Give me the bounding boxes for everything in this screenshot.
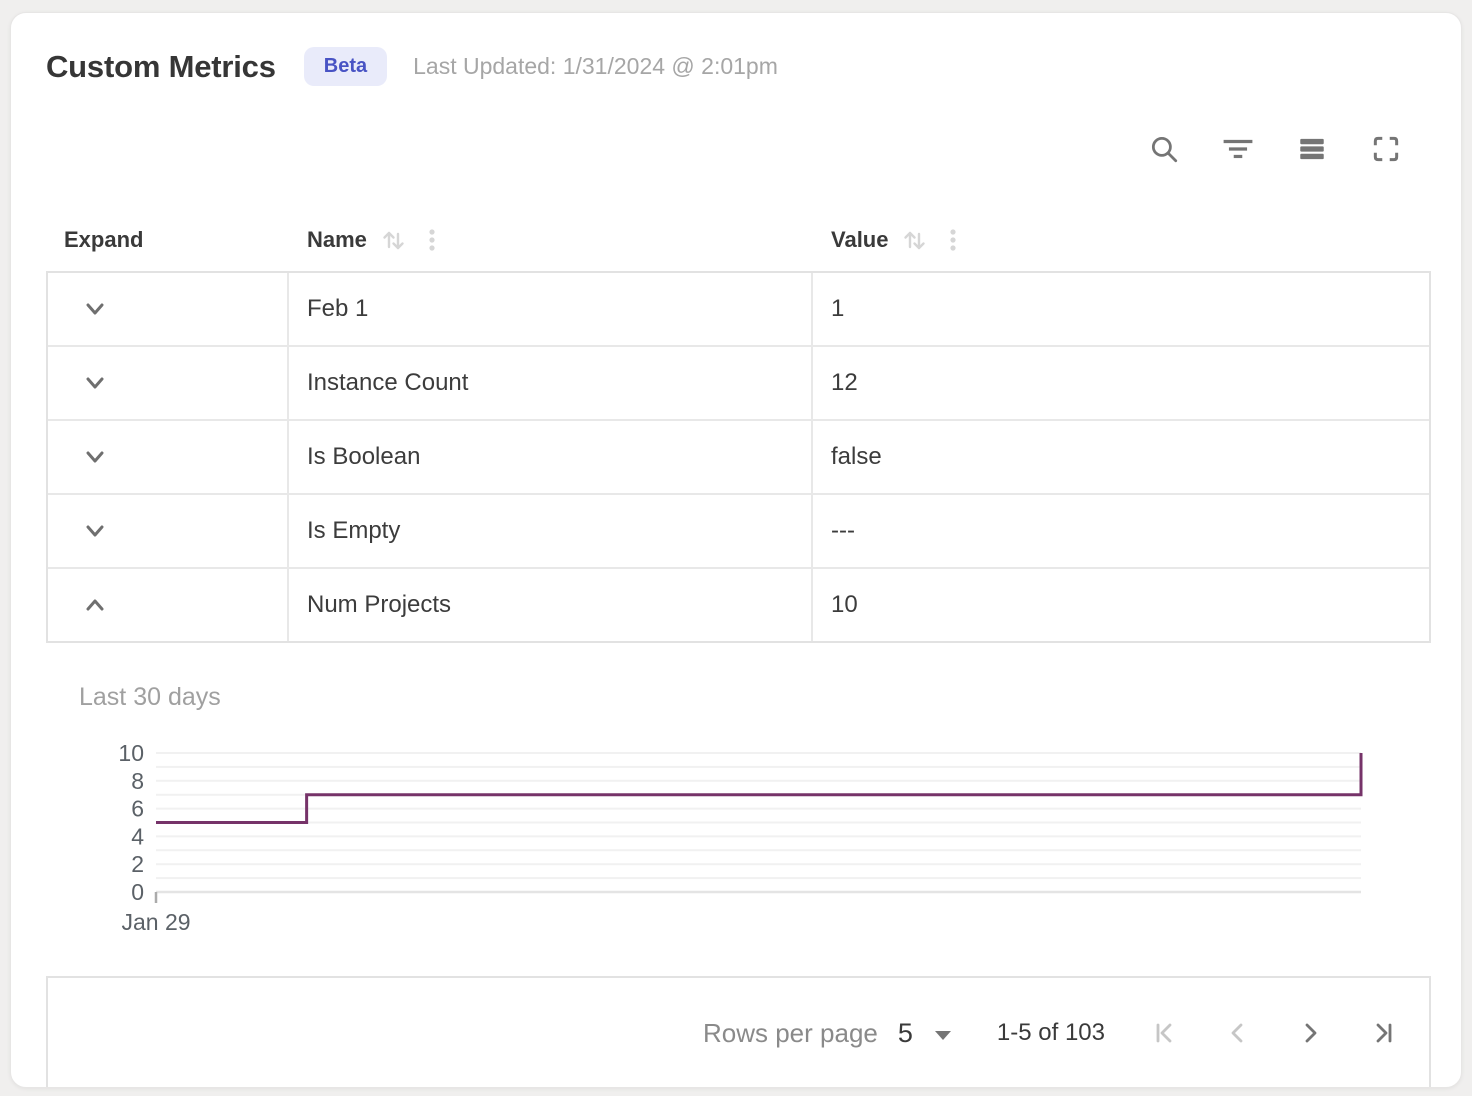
name-cell: Feb 1 xyxy=(289,273,813,345)
rows-per-page-value: 5 xyxy=(897,1017,913,1048)
beta-badge: Beta xyxy=(303,47,388,86)
density-icon xyxy=(1300,138,1324,160)
caret-down-icon xyxy=(934,1030,951,1040)
kebab-menu-icon xyxy=(429,229,435,251)
rows-per-page-label: Rows per page xyxy=(702,1017,878,1048)
next-page-icon xyxy=(1305,1023,1317,1043)
expand-cell xyxy=(48,273,289,345)
y-axis-tick-label: 0 xyxy=(131,879,144,905)
value-cell: 10 xyxy=(831,591,858,618)
sort-name-button[interactable] xyxy=(379,225,409,255)
expand-cell xyxy=(48,569,289,641)
table-header-row: Expand Name Value xyxy=(46,211,1431,269)
first-page-icon xyxy=(1156,1023,1172,1043)
y-axis-tick-label: 4 xyxy=(131,823,144,849)
filter-button[interactable] xyxy=(1221,132,1255,166)
search-button[interactable] xyxy=(1147,132,1181,166)
pagination-controls xyxy=(1151,1018,1397,1048)
previous-page-button[interactable] xyxy=(1223,1018,1253,1048)
card-header: Custom Metrics Beta Last Updated: 1/31/2… xyxy=(46,47,778,86)
x-axis-tick-label: Jan 29 xyxy=(121,909,190,935)
rows-per-page-select[interactable]: 5 xyxy=(898,1018,951,1049)
expand-toggle-button[interactable] xyxy=(76,512,114,550)
expand-toggle-button[interactable] xyxy=(76,290,114,328)
table-row: Num Projects 10 xyxy=(48,569,1429,641)
y-axis-tick-label: 6 xyxy=(131,796,144,822)
expand-cell xyxy=(48,347,289,419)
chevron-down-icon xyxy=(86,303,104,315)
sort-value-button[interactable] xyxy=(900,225,930,255)
expand-cell xyxy=(48,495,289,567)
table-body: Feb 1 1 Instance Count 12 Is Boolean false Is … xyxy=(46,271,1431,643)
filter-icon xyxy=(1223,139,1253,159)
column-header-expand: Expand xyxy=(64,227,144,252)
expand-toggle-button[interactable] xyxy=(76,364,114,402)
sort-icon xyxy=(904,231,926,250)
table-footer: Rows per page 5 1-5 of 103 xyxy=(46,976,1431,1087)
density-button[interactable] xyxy=(1295,132,1329,166)
last-updated-text: Last Updated: 1/31/2024 @ 2:01pm xyxy=(413,53,778,79)
metric-step-line xyxy=(156,753,1363,824)
table-toolbar xyxy=(1147,132,1403,166)
value-cell: 1 xyxy=(831,295,845,322)
table-row: Is Empty --- xyxy=(48,495,1429,569)
pagination-range-label: 1-5 of 103 xyxy=(996,1019,1105,1046)
name-cell: Num Projects xyxy=(289,569,813,641)
value-cell: false xyxy=(831,443,882,470)
expand-toggle-button[interactable] xyxy=(76,586,114,624)
chevron-down-icon xyxy=(86,451,104,463)
table-row: Is Boolean false xyxy=(48,421,1429,495)
chevron-down-icon xyxy=(86,377,104,389)
value-cell: --- xyxy=(831,517,855,544)
name-cell: Instance Count xyxy=(289,347,813,419)
chevron-up-icon xyxy=(86,599,104,611)
last-page-icon xyxy=(1376,1023,1392,1043)
fullscreen-icon xyxy=(1373,136,1399,162)
fullscreen-button[interactable] xyxy=(1369,132,1403,166)
page-title: Custom Metrics xyxy=(46,48,276,84)
y-axis-tick-label: 2 xyxy=(131,851,144,877)
name-cell: Is Empty xyxy=(289,495,813,567)
y-axis-tick-label: 8 xyxy=(131,768,144,794)
column-menu-value-button[interactable] xyxy=(940,225,966,255)
custom-metrics-card: Custom Metrics Beta Last Updated: 1/31/2… xyxy=(10,12,1462,1088)
search-icon xyxy=(1151,136,1178,163)
detail-panel-title: Last 30 days xyxy=(79,683,221,711)
table-row: Feb 1 1 xyxy=(48,273,1429,347)
kebab-menu-icon xyxy=(950,229,957,251)
expand-toggle-button[interactable] xyxy=(76,438,114,476)
last-page-button[interactable] xyxy=(1367,1018,1397,1048)
previous-page-icon xyxy=(1231,1023,1243,1043)
chevron-down-icon xyxy=(86,525,104,537)
name-cell: Is Boolean xyxy=(289,421,813,493)
first-page-button[interactable] xyxy=(1151,1018,1181,1048)
expand-cell xyxy=(48,421,289,493)
y-axis-tick-label: 10 xyxy=(118,740,144,766)
column-menu-name-button[interactable] xyxy=(419,225,445,255)
column-header-name: Name xyxy=(307,227,367,252)
value-cell: 12 xyxy=(831,369,858,396)
next-page-button[interactable] xyxy=(1295,1018,1325,1048)
sort-icon xyxy=(383,231,404,250)
table-row: Instance Count 12 xyxy=(48,347,1429,421)
column-header-value: Value xyxy=(831,227,889,252)
